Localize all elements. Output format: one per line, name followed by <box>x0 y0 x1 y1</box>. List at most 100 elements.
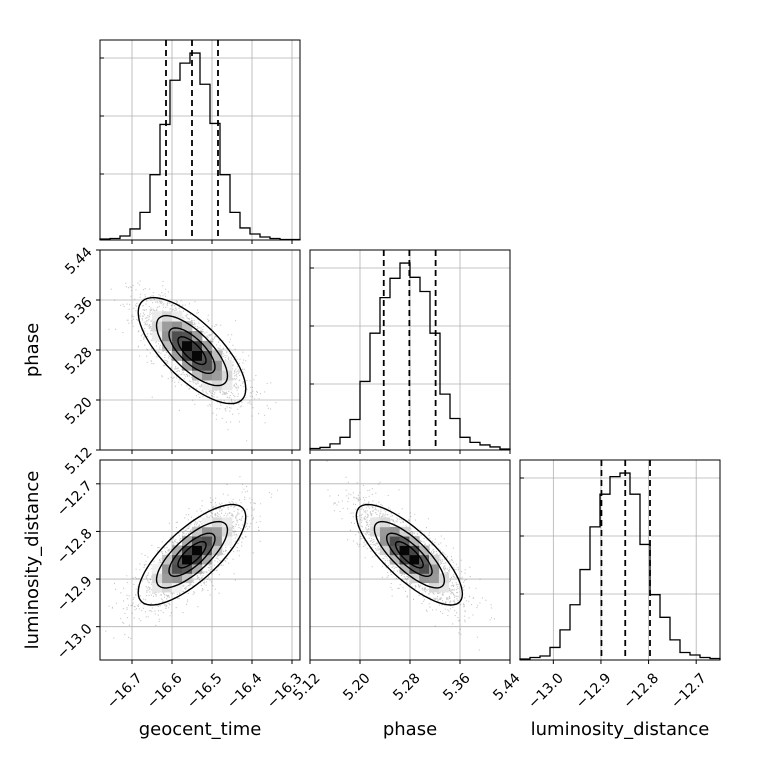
density-cell <box>152 311 163 322</box>
density-cell <box>201 380 213 391</box>
density-cell <box>211 526 223 537</box>
density-cell <box>192 330 203 342</box>
y-axis-label: luminosity_distance <box>22 471 43 650</box>
scatter-panel-geocent_time-phase <box>96 249 301 454</box>
contour-line <box>394 541 424 569</box>
density-cell <box>152 330 163 342</box>
x-tick-label: −12.9 <box>573 670 615 712</box>
density-cell <box>211 545 223 556</box>
density-cell <box>221 536 233 546</box>
density-cell <box>370 517 381 528</box>
density-cell <box>419 564 430 574</box>
y-tick-label: −13.0 <box>54 621 96 663</box>
density-cell <box>172 321 183 332</box>
scatter-points <box>108 280 277 442</box>
density-cell <box>429 573 440 584</box>
density-cell <box>201 517 213 528</box>
density-cell <box>172 330 183 342</box>
y-tick-label: −12.7 <box>54 478 96 520</box>
y-tick-label: 5.28 <box>62 344 95 377</box>
panel-frame <box>309 249 511 451</box>
density-cell <box>399 536 410 546</box>
density-cell <box>201 360 213 371</box>
x-axis-label: geocent_time <box>139 719 262 740</box>
contour-line <box>168 327 216 374</box>
density-cell <box>162 554 173 565</box>
histogram-step-luminosity_distance <box>519 472 721 660</box>
contour-line <box>355 503 464 606</box>
scatter-panel-geocent_time-luminosity_distance <box>96 459 301 664</box>
density-cell <box>201 350 213 361</box>
density-cell <box>379 526 391 537</box>
density-cell <box>162 311 173 322</box>
density-cell <box>399 526 410 537</box>
density-cell <box>172 554 183 565</box>
y-tick-label: −12.8 <box>54 526 96 568</box>
contour-line <box>155 520 229 589</box>
density-cell <box>162 340 173 352</box>
panel-content <box>326 460 495 651</box>
y-tick-label: 5.12 <box>62 444 95 477</box>
contour-line <box>177 541 207 569</box>
density-cell <box>201 554 213 565</box>
density-cell <box>389 545 400 556</box>
density-cell <box>409 554 420 565</box>
scatter-panel-phase-luminosity_distance <box>309 459 511 664</box>
density-cell <box>409 564 420 574</box>
x-axis-label: luminosity_distance <box>531 719 710 740</box>
histogram-panel-luminosity_distance <box>519 459 721 664</box>
density-cell <box>182 321 193 332</box>
density-cell <box>192 360 203 371</box>
density-cell <box>201 536 213 546</box>
panel-frame <box>99 249 301 451</box>
density-cell <box>172 582 183 593</box>
density-cell <box>192 526 203 537</box>
x-tick-label: 5.44 <box>490 670 523 703</box>
density-cell <box>152 321 163 332</box>
density-cell <box>162 321 173 332</box>
x-tick-label: 5.36 <box>440 670 473 703</box>
density-cell <box>152 564 163 574</box>
density-cell <box>182 330 193 342</box>
density-cell <box>211 370 223 381</box>
y-tick-label: 5.36 <box>62 294 95 327</box>
contour-line <box>177 336 207 366</box>
contour-line <box>137 296 247 405</box>
density-cell <box>192 370 203 381</box>
y-tick-label: 5.20 <box>62 394 95 427</box>
y-tick-label: 5.44 <box>62 244 95 277</box>
contour-line <box>168 532 216 578</box>
density-cell <box>182 573 193 584</box>
density-cell <box>389 554 400 565</box>
density-cell <box>172 340 183 352</box>
density-cell <box>379 536 391 546</box>
density-cell <box>211 350 223 361</box>
density-cell <box>201 526 213 537</box>
contour-line <box>155 314 229 387</box>
density-cell <box>192 545 203 556</box>
density-cell <box>221 380 233 391</box>
x-axis-label: phase <box>383 719 437 740</box>
density-cell <box>389 526 400 537</box>
density-cell <box>419 545 430 556</box>
density-cell <box>419 554 430 565</box>
panel-content <box>105 476 278 639</box>
density-cell <box>162 564 173 574</box>
density-cell <box>172 350 183 361</box>
density-cell <box>221 360 233 371</box>
histogram-step-geocent_time <box>99 52 301 241</box>
density-cell <box>409 573 420 584</box>
density-cell <box>201 340 213 352</box>
x-tick-label: −12.7 <box>668 670 710 712</box>
x-tick-label: −13.0 <box>525 670 567 712</box>
y-tick-label: −12.9 <box>54 573 96 615</box>
density-cell <box>221 517 233 528</box>
contour-line <box>373 520 446 589</box>
histogram-panel-phase <box>309 249 511 454</box>
panel-content <box>108 280 277 442</box>
x-tick-label: −16.5 <box>184 670 226 712</box>
contour-line <box>385 532 433 578</box>
y-axis-label: phase <box>22 323 43 377</box>
density-cell <box>162 573 173 584</box>
density-cell <box>182 564 193 574</box>
